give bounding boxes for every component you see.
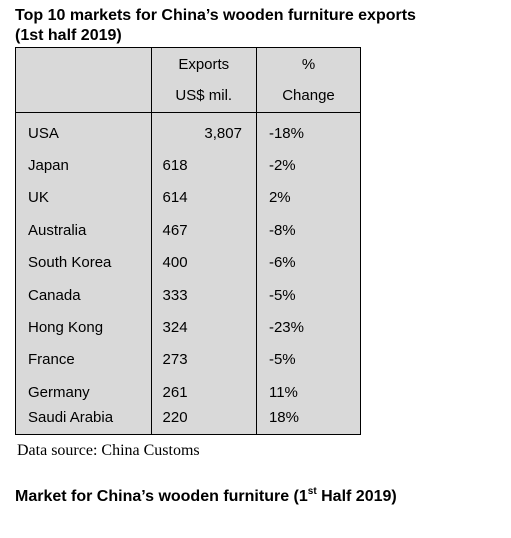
- change-cell: -5%: [255, 343, 362, 377]
- change-cell: 18%: [255, 408, 362, 435]
- header-change-line-2: Change: [282, 87, 335, 104]
- change-cell: -5%: [255, 278, 362, 312]
- change-cell: 2%: [255, 181, 362, 215]
- table-row: Canada 333 -5%: [15, 278, 362, 312]
- header-change-line-1: %: [301, 56, 316, 73]
- header-exports: Exports US$ mil.: [150, 47, 257, 113]
- market-cell: Hong Kong: [15, 311, 152, 344]
- market-cell: Germany: [15, 376, 152, 409]
- market-cell: USA: [15, 112, 152, 150]
- exports-cell: 273: [150, 343, 257, 377]
- header-exports-line-2: US$ mil.: [175, 87, 233, 104]
- subtitle-text-end: Half 2019): [316, 488, 397, 505]
- market-cell: Canada: [15, 278, 152, 312]
- title-line-1: Top 10 markets for China’s wooden furnit…: [15, 7, 416, 24]
- subtitle-superscript: st: [307, 486, 317, 497]
- exports-cell: 618: [150, 149, 257, 182]
- exports-cell: 467: [150, 214, 257, 247]
- market-cell: Saudi Arabia: [15, 408, 152, 435]
- exports-cell: 400: [150, 246, 257, 279]
- market-cell: Japan: [15, 149, 152, 182]
- data-source-note: Data source: China Customs: [17, 442, 200, 459]
- market-cell: Australia: [15, 214, 152, 247]
- change-cell: -2%: [255, 149, 362, 182]
- table-row: Hong Kong 324 -23%: [15, 311, 362, 344]
- table-row: Japan 618 -2%: [15, 149, 362, 182]
- exports-cell: 614: [150, 181, 257, 215]
- exports-cell: 333: [150, 278, 257, 312]
- header-change: % Change: [255, 47, 362, 113]
- table-header-row: Exports US$ mil. % Change: [15, 47, 362, 113]
- table-row: Australia 467 -8%: [15, 214, 362, 247]
- section-subtitle: Market for China’s wooden furniture (1st…: [15, 486, 397, 508]
- market-cell: UK: [15, 181, 152, 215]
- change-cell: -8%: [255, 214, 362, 247]
- table-row: Germany 261 11%: [15, 376, 362, 409]
- table-row: Saudi Arabia 220 18%: [15, 408, 362, 435]
- change-cell: 11%: [255, 376, 362, 409]
- exports-cell: 220: [150, 408, 257, 435]
- table-row: South Korea 400 -6%: [15, 246, 362, 279]
- change-cell: -18%: [255, 112, 362, 150]
- exports-cell: 261: [150, 376, 257, 409]
- subtitle-text: Market for China’s wooden furniture (1: [15, 488, 308, 505]
- market-cell: South Korea: [15, 246, 152, 279]
- exports-table: Exports US$ mil. % Change USA 3,807 -18%…: [15, 47, 362, 435]
- exports-cell: 324: [150, 311, 257, 344]
- market-cell: France: [15, 343, 152, 377]
- table-row: USA 3,807 -18%: [15, 112, 362, 150]
- header-exports-line-1: Exports: [178, 56, 230, 73]
- change-cell: -6%: [255, 246, 362, 279]
- change-cell: -23%: [255, 311, 362, 344]
- table-row: UK 614 2%: [15, 181, 362, 215]
- table-row: France 273 -5%: [15, 343, 362, 377]
- header-market: [15, 47, 152, 113]
- title-line-2: (1st half 2019): [15, 27, 122, 44]
- page-title: Top 10 markets for China’s wooden furnit…: [15, 6, 511, 46]
- exports-cell: 3,807: [150, 112, 257, 150]
